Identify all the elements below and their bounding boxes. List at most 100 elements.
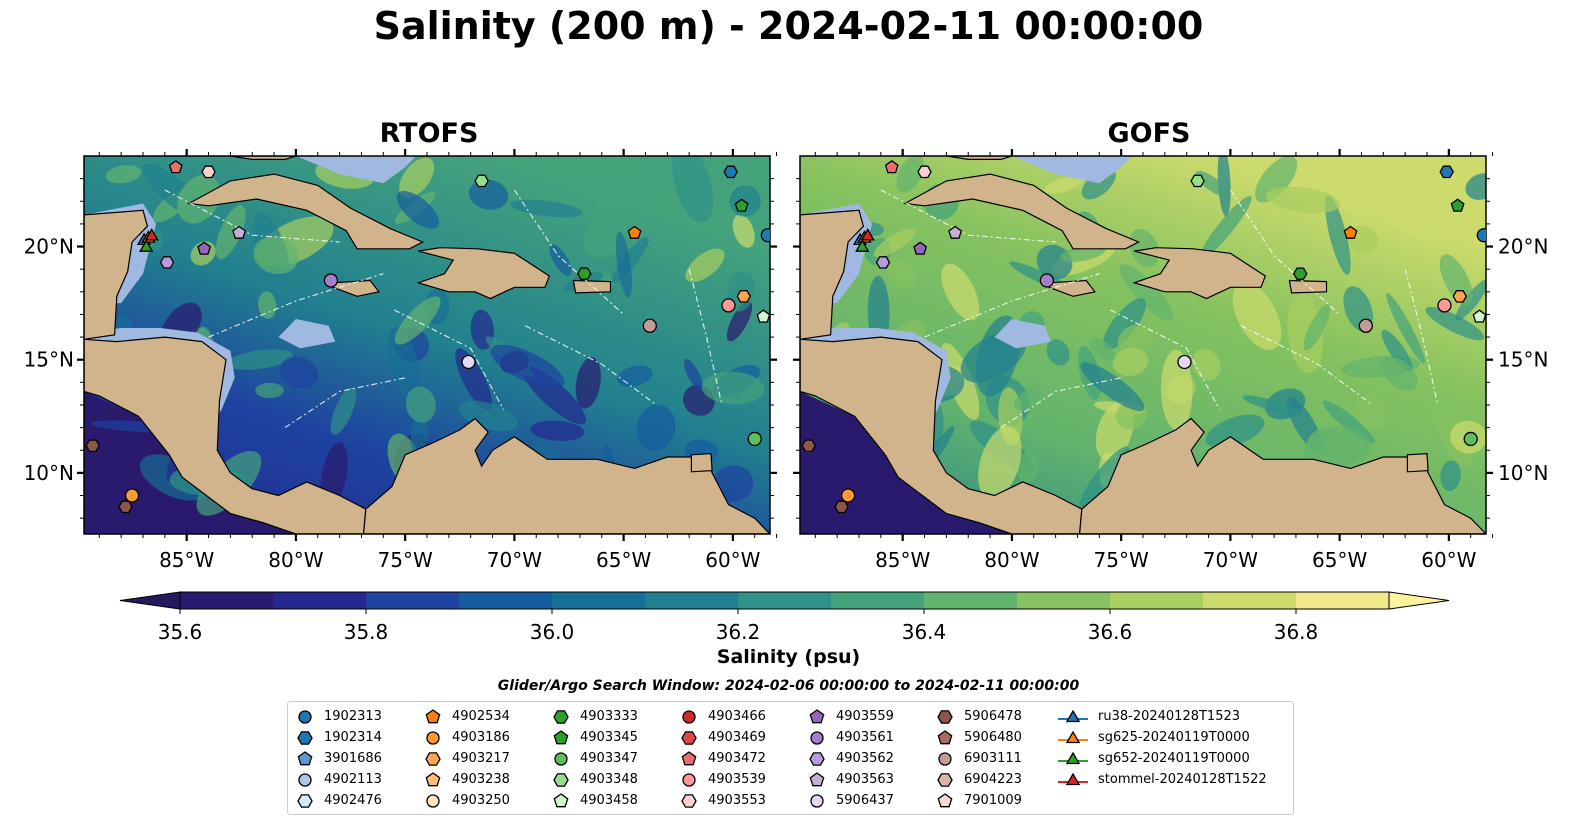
legend-item-label: 4903348 (580, 772, 638, 787)
legend-item-label: 4903347 (580, 751, 638, 766)
legend-item-label: 4903466 (708, 709, 766, 724)
argo-float-marker (913, 241, 928, 255)
legend-item-label: 4903238 (452, 772, 510, 787)
trinidad-land (690, 452, 713, 473)
hexagon-marker-icon (681, 793, 697, 808)
pentagon-marker-icon (937, 792, 953, 807)
legend-item: 4903347 (550, 748, 638, 769)
legend-item: 4903345 (550, 727, 638, 748)
argo-float-marker (1358, 318, 1373, 333)
argo-float-marker (232, 225, 247, 239)
legend-item-label: 4903345 (580, 730, 638, 745)
lat-tick-label: 15°N (1498, 348, 1548, 372)
legend-item-label: 4903561 (836, 730, 894, 745)
circle-marker-icon (426, 793, 440, 808)
argo-float-marker (85, 439, 100, 453)
lon-tick-label: 70°W (487, 548, 542, 572)
argo-float-marker (118, 500, 133, 514)
pentagon-marker-icon (937, 729, 953, 744)
legend-item-label: ru38-20240128T1523 (1098, 709, 1241, 724)
lon-tick-label: 60°W (705, 548, 760, 572)
argo-float-marker (642, 318, 657, 333)
legend-item: ru38-20240128T1523 (1056, 706, 1267, 727)
legend-item: 4903539 (678, 769, 766, 790)
legend-item-label: 4903217 (452, 751, 510, 766)
argo-float-marker (734, 198, 749, 212)
legend-item-label: stommel-20240128T1522 (1098, 772, 1267, 787)
legend-item-label: 4903472 (708, 751, 766, 766)
colorbar-tick-label: 36.4 (902, 620, 947, 644)
argo-float-marker (747, 431, 762, 447)
legend-item: 4902113 (294, 769, 382, 790)
legend-item: 4902534 (422, 706, 510, 727)
argo-float-marker (948, 225, 963, 239)
legend-item: stommel-20240128T1522 (1056, 769, 1267, 790)
argo-float-marker (323, 273, 339, 288)
circle-marker-icon (298, 709, 312, 724)
legend-item-label: 4903250 (452, 793, 510, 808)
argo-float-marker (168, 159, 183, 174)
triangle-marker-icon (1058, 751, 1088, 764)
argo-float-marker (1439, 165, 1454, 179)
legend-item: 4903186 (422, 727, 510, 748)
argo-float-marker (721, 298, 736, 313)
circle-marker-icon (810, 730, 824, 745)
triangle-marker-icon (1058, 772, 1088, 785)
hexagon-marker-icon (553, 709, 569, 724)
legend-item-label: 4902476 (324, 793, 382, 808)
legend-item-label: sg652-20240119T0000 (1098, 751, 1250, 766)
legend-item-label: 1902313 (324, 709, 382, 724)
legend-item: 5906478 (934, 706, 1022, 727)
lat-tick-label: 10°N (24, 461, 74, 485)
pentagon-marker-icon (553, 729, 569, 744)
glider-marker (139, 239, 154, 252)
florida-land (230, 156, 297, 160)
argo-float-marker (577, 267, 592, 280)
legend-item: 4903348 (550, 769, 638, 790)
lon-tick-label: 80°W (268, 548, 323, 572)
argo-float-marker (474, 174, 489, 188)
argo-float-marker (159, 256, 175, 269)
lon-tick-label: 75°W (378, 548, 433, 572)
pentagon-marker-icon (809, 771, 825, 786)
hexagon-marker-icon (681, 730, 697, 745)
colorbar-tick-label: 35.6 (158, 620, 203, 644)
legend-item-label: 5906478 (964, 709, 1022, 724)
colorbar-tick-label: 36.2 (716, 620, 761, 644)
legend-item-label: 5906437 (836, 793, 894, 808)
pentagon-marker-icon (425, 708, 441, 723)
glider-marker (855, 239, 870, 252)
lat-tick-label: 20°N (1498, 235, 1548, 259)
legend-item: 4903458 (550, 790, 638, 811)
lon-tick-label: 65°W (1312, 548, 1367, 572)
yucatan-land (84, 209, 149, 340)
argo-float-marker (1343, 225, 1358, 239)
puertorico-land (572, 279, 612, 294)
triangle-marker-icon (1058, 709, 1088, 722)
legend-item: 5906480 (934, 727, 1022, 748)
lon-tick-label: 70°W (1203, 548, 1258, 572)
trinidad-land (1406, 452, 1429, 473)
southamerica-land (1078, 417, 1486, 534)
pentagon-marker-icon (809, 708, 825, 723)
legend-item: sg652-20240119T0000 (1056, 748, 1267, 769)
gofs-panel-title: GOFS (1107, 118, 1191, 149)
argo-float-marker (723, 165, 738, 179)
rtofs-map (84, 156, 770, 534)
gofs-map (800, 156, 1486, 534)
argo-float-marker (1293, 267, 1308, 280)
puertorico-land (1288, 279, 1328, 294)
rtofs-panel-title: RTOFS (379, 118, 479, 149)
legend-item-label: 6904223 (964, 772, 1022, 787)
hexagon-marker-icon (937, 709, 953, 724)
legend-item-label: 4903469 (708, 730, 766, 745)
colorbar-tick-label: 36.6 (1088, 620, 1133, 644)
argo-float-marker (1039, 273, 1055, 288)
argo-float-marker (884, 159, 899, 174)
hexagon-marker-icon (297, 730, 313, 745)
argo-float-marker (461, 354, 476, 370)
lat-tick-label: 15°N (24, 348, 74, 372)
legend-item: 3901686 (294, 748, 382, 769)
hexagon-marker-icon (553, 772, 569, 787)
colorbar-tick-label: 36.8 (1274, 620, 1319, 644)
